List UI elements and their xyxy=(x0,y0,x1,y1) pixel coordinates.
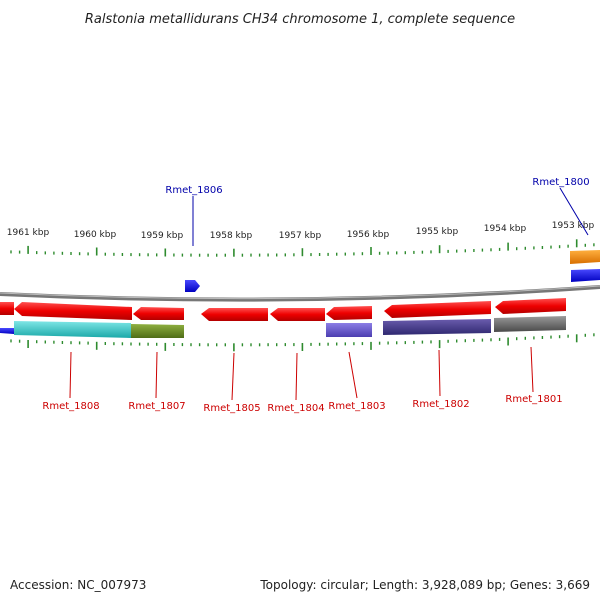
leader-line xyxy=(438,349,441,397)
gene-rmet-1800[interactable] xyxy=(571,269,600,282)
tick-label: 1961 kbp xyxy=(7,228,50,238)
reverse-cog-track xyxy=(0,316,566,338)
label-leaders xyxy=(69,187,589,401)
gene-rmet-1806[interactable] xyxy=(185,280,200,292)
genome-summary: Topology: circular; Length: 3,928,089 bp… xyxy=(260,578,590,592)
reverse-cds-track xyxy=(0,298,566,321)
gene-rmet-1807-cds[interactable] xyxy=(133,307,184,320)
gene-label-rmet-1802[interactable]: Rmet_1802 xyxy=(412,399,469,410)
gene-rmet-1804-cds[interactable] xyxy=(270,308,325,321)
tick-label: 1955 kbp xyxy=(416,227,459,237)
gene-cds[interactable] xyxy=(0,302,14,315)
gene-label-rmet-1805[interactable]: Rmet_1805 xyxy=(203,403,260,414)
upper-tick-ring xyxy=(10,239,595,257)
tick-label: 1960 kbp xyxy=(74,230,117,240)
leader-line xyxy=(295,352,298,401)
gene-cog-blue[interactable] xyxy=(0,328,14,334)
leader-line xyxy=(348,351,358,399)
gene-rmet-1800-cog[interactable] xyxy=(570,250,600,264)
gene-label-rmet-1807[interactable]: Rmet_1807 xyxy=(128,401,185,412)
gene-rmet-1805-cds[interactable] xyxy=(201,308,268,321)
accession-label: Accession: NC_007973 xyxy=(10,578,147,592)
tick-label: 1956 kbp xyxy=(347,230,390,240)
gene-rmet-1808-cds[interactable] xyxy=(14,302,132,320)
leader-line xyxy=(530,346,534,393)
lower-tick-ring xyxy=(10,333,595,352)
tick-label: 1953 kbp xyxy=(552,221,595,231)
leader-line xyxy=(69,351,72,399)
gene-label-rmet-1806[interactable]: Rmet_1806 xyxy=(165,185,222,196)
gene-label-rmet-1801[interactable]: Rmet_1801 xyxy=(505,394,562,405)
gene-rmet-1801-cds[interactable] xyxy=(495,298,566,314)
tick-label: 1958 kbp xyxy=(210,231,253,241)
gene-label-rmet-1800[interactable]: Rmet_1800 xyxy=(532,177,589,188)
leader-line xyxy=(155,351,158,399)
gene-rmet-1803[interactable] xyxy=(326,323,372,337)
gene-label-rmet-1804[interactable]: Rmet_1804 xyxy=(267,403,324,414)
gene-rmet-1802[interactable] xyxy=(383,319,491,335)
gene-rmet-1808[interactable] xyxy=(14,321,131,338)
genome-backbone-highlight xyxy=(0,285,600,300)
leader-line xyxy=(559,187,589,236)
tick-label: 1954 kbp xyxy=(484,224,527,234)
gene-rmet-1803-cds[interactable] xyxy=(326,306,372,320)
gene-rmet-1802-cds[interactable] xyxy=(384,301,491,318)
gene-rmet-1801[interactable] xyxy=(494,316,566,332)
gene-label-rmet-1808[interactable]: Rmet_1808 xyxy=(42,401,99,412)
tick-labels: 1961 kbp 1960 kbp 1959 kbp 1958 kbp 1957… xyxy=(7,221,595,241)
leader-line xyxy=(231,352,235,401)
gene-label-rmet-1803[interactable]: Rmet_1803 xyxy=(328,401,385,412)
genome-backbone xyxy=(0,285,600,302)
gene-rmet-1807[interactable] xyxy=(131,324,184,338)
map-title: Ralstonia metallidurans CH34 chromosome … xyxy=(85,12,515,27)
tick-label: 1957 kbp xyxy=(279,231,322,241)
tick-label: 1959 kbp xyxy=(141,231,184,241)
